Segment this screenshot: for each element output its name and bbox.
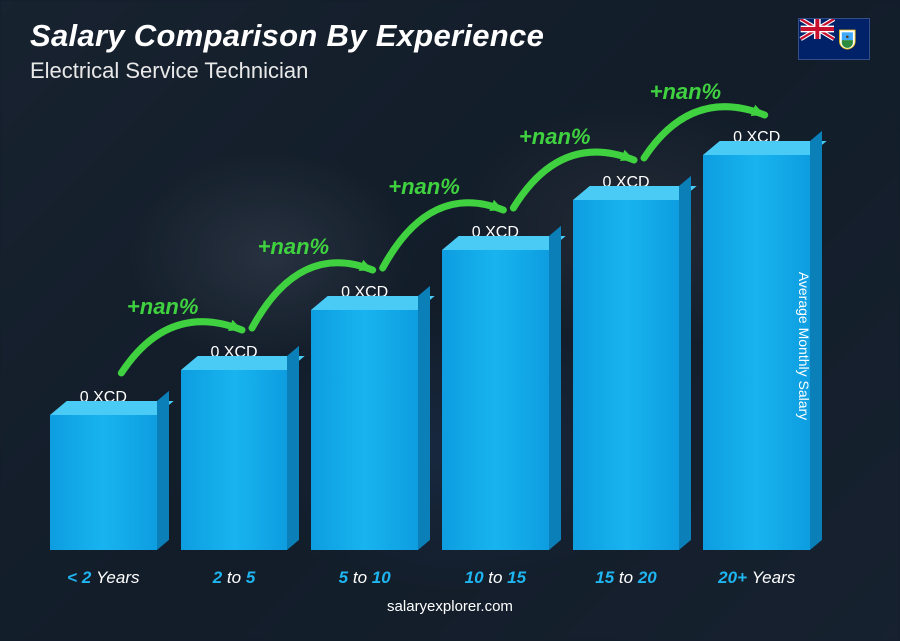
y-axis-label: Average Monthly Salary (796, 272, 812, 420)
bar-3d (573, 200, 680, 550)
bar: 0 XCD (50, 389, 157, 550)
x-axis-label: < 2 Years (50, 568, 157, 588)
bar: 0 XCD (703, 129, 810, 550)
bar-top-face (181, 356, 304, 370)
x-axis-label: 2 to 5 (181, 568, 288, 588)
bar-front (703, 155, 810, 550)
bar-top-face (703, 141, 826, 155)
title-block: Salary Comparison By Experience Electric… (30, 18, 544, 84)
bar-3d (703, 155, 810, 550)
bars-row: 0 XCD0 XCD0 XCD0 XCD0 XCD0 XCD (50, 94, 810, 550)
country-flag-icon (798, 18, 870, 60)
bar-3d (442, 250, 549, 550)
bar: 0 XCD (442, 224, 549, 550)
bar-front (311, 310, 418, 550)
bar-side-face (157, 391, 169, 550)
x-axis-label: 10 to 15 (442, 568, 549, 588)
bar-front (573, 200, 680, 550)
bar-top-face (50, 401, 173, 415)
footer-site: salaryexplorer.com (30, 598, 870, 621)
bar-3d (50, 415, 157, 550)
bar: 0 XCD (311, 284, 418, 550)
bar-top-face (573, 186, 696, 200)
header: Salary Comparison By Experience Electric… (30, 18, 870, 84)
bar: 0 XCD (181, 344, 288, 550)
bar-front (181, 370, 288, 550)
x-axis-labels: < 2 Years 2 to 5 5 to 10 10 to 15 15 to 20 20… (50, 568, 810, 588)
chart-area: 0 XCD0 XCD0 XCD0 XCD0 XCD0 XCD < 2 Years… (30, 94, 870, 598)
bar-side-face (418, 286, 430, 550)
bar-top-face (311, 296, 434, 310)
bar-front (442, 250, 549, 550)
main-container: Salary Comparison By Experience Electric… (0, 0, 900, 641)
bar-front (50, 415, 157, 550)
bar: 0 XCD (573, 174, 680, 550)
bar-top-face (442, 236, 565, 250)
page-title: Salary Comparison By Experience (30, 18, 544, 54)
bar-3d (311, 310, 418, 550)
bar-side-face (549, 226, 561, 550)
x-axis-label: 5 to 10 (311, 568, 418, 588)
bar-side-face (679, 176, 691, 550)
bar-side-face (287, 346, 299, 550)
x-axis-label: 20+ Years (703, 568, 810, 588)
x-axis-label: 15 to 20 (573, 568, 680, 588)
page-subtitle: Electrical Service Technician (30, 58, 544, 84)
bar-3d (181, 370, 288, 550)
